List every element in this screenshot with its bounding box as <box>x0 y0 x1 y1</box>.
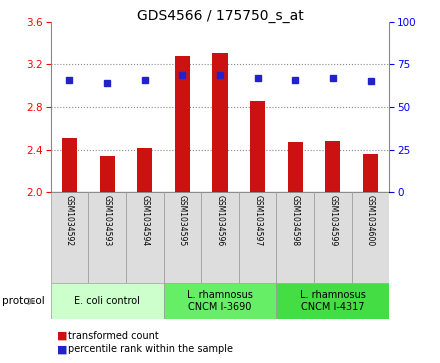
Text: GSM1034599: GSM1034599 <box>328 195 337 246</box>
Bar <box>213 53 227 192</box>
Bar <box>363 154 378 192</box>
Bar <box>239 192 276 283</box>
Text: GSM1034593: GSM1034593 <box>103 195 112 246</box>
Bar <box>276 283 389 319</box>
Text: GSM1034592: GSM1034592 <box>65 195 74 246</box>
Bar <box>164 283 276 319</box>
Bar <box>288 142 303 192</box>
Bar <box>276 192 314 283</box>
Text: E. coli control: E. coli control <box>74 296 140 306</box>
Bar <box>314 192 352 283</box>
Text: ■: ■ <box>57 331 68 341</box>
Bar <box>326 141 341 192</box>
Bar <box>137 148 152 192</box>
Text: L. rhamnosus
CNCM I-4317: L. rhamnosus CNCM I-4317 <box>300 290 366 312</box>
Text: ■: ■ <box>57 344 68 354</box>
Bar <box>352 192 389 283</box>
Text: percentile rank within the sample: percentile rank within the sample <box>68 344 233 354</box>
Bar <box>51 192 88 283</box>
Bar <box>175 56 190 192</box>
Text: L. rhamnosus
CNCM I-3690: L. rhamnosus CNCM I-3690 <box>187 290 253 312</box>
Text: transformed count: transformed count <box>68 331 159 341</box>
Text: GSM1034600: GSM1034600 <box>366 195 375 246</box>
Bar <box>201 192 239 283</box>
Text: GDS4566 / 175750_s_at: GDS4566 / 175750_s_at <box>137 9 303 23</box>
Text: protocol: protocol <box>2 296 45 306</box>
Bar <box>250 101 265 192</box>
Text: GSM1034595: GSM1034595 <box>178 195 187 246</box>
Bar <box>126 192 164 283</box>
Text: GSM1034598: GSM1034598 <box>291 195 300 246</box>
Text: GSM1034594: GSM1034594 <box>140 195 149 246</box>
Bar <box>51 283 164 319</box>
Text: GSM1034596: GSM1034596 <box>216 195 224 246</box>
Bar <box>88 192 126 283</box>
Bar <box>164 192 201 283</box>
Bar <box>99 156 114 192</box>
Bar <box>62 138 77 192</box>
Text: GSM1034597: GSM1034597 <box>253 195 262 246</box>
